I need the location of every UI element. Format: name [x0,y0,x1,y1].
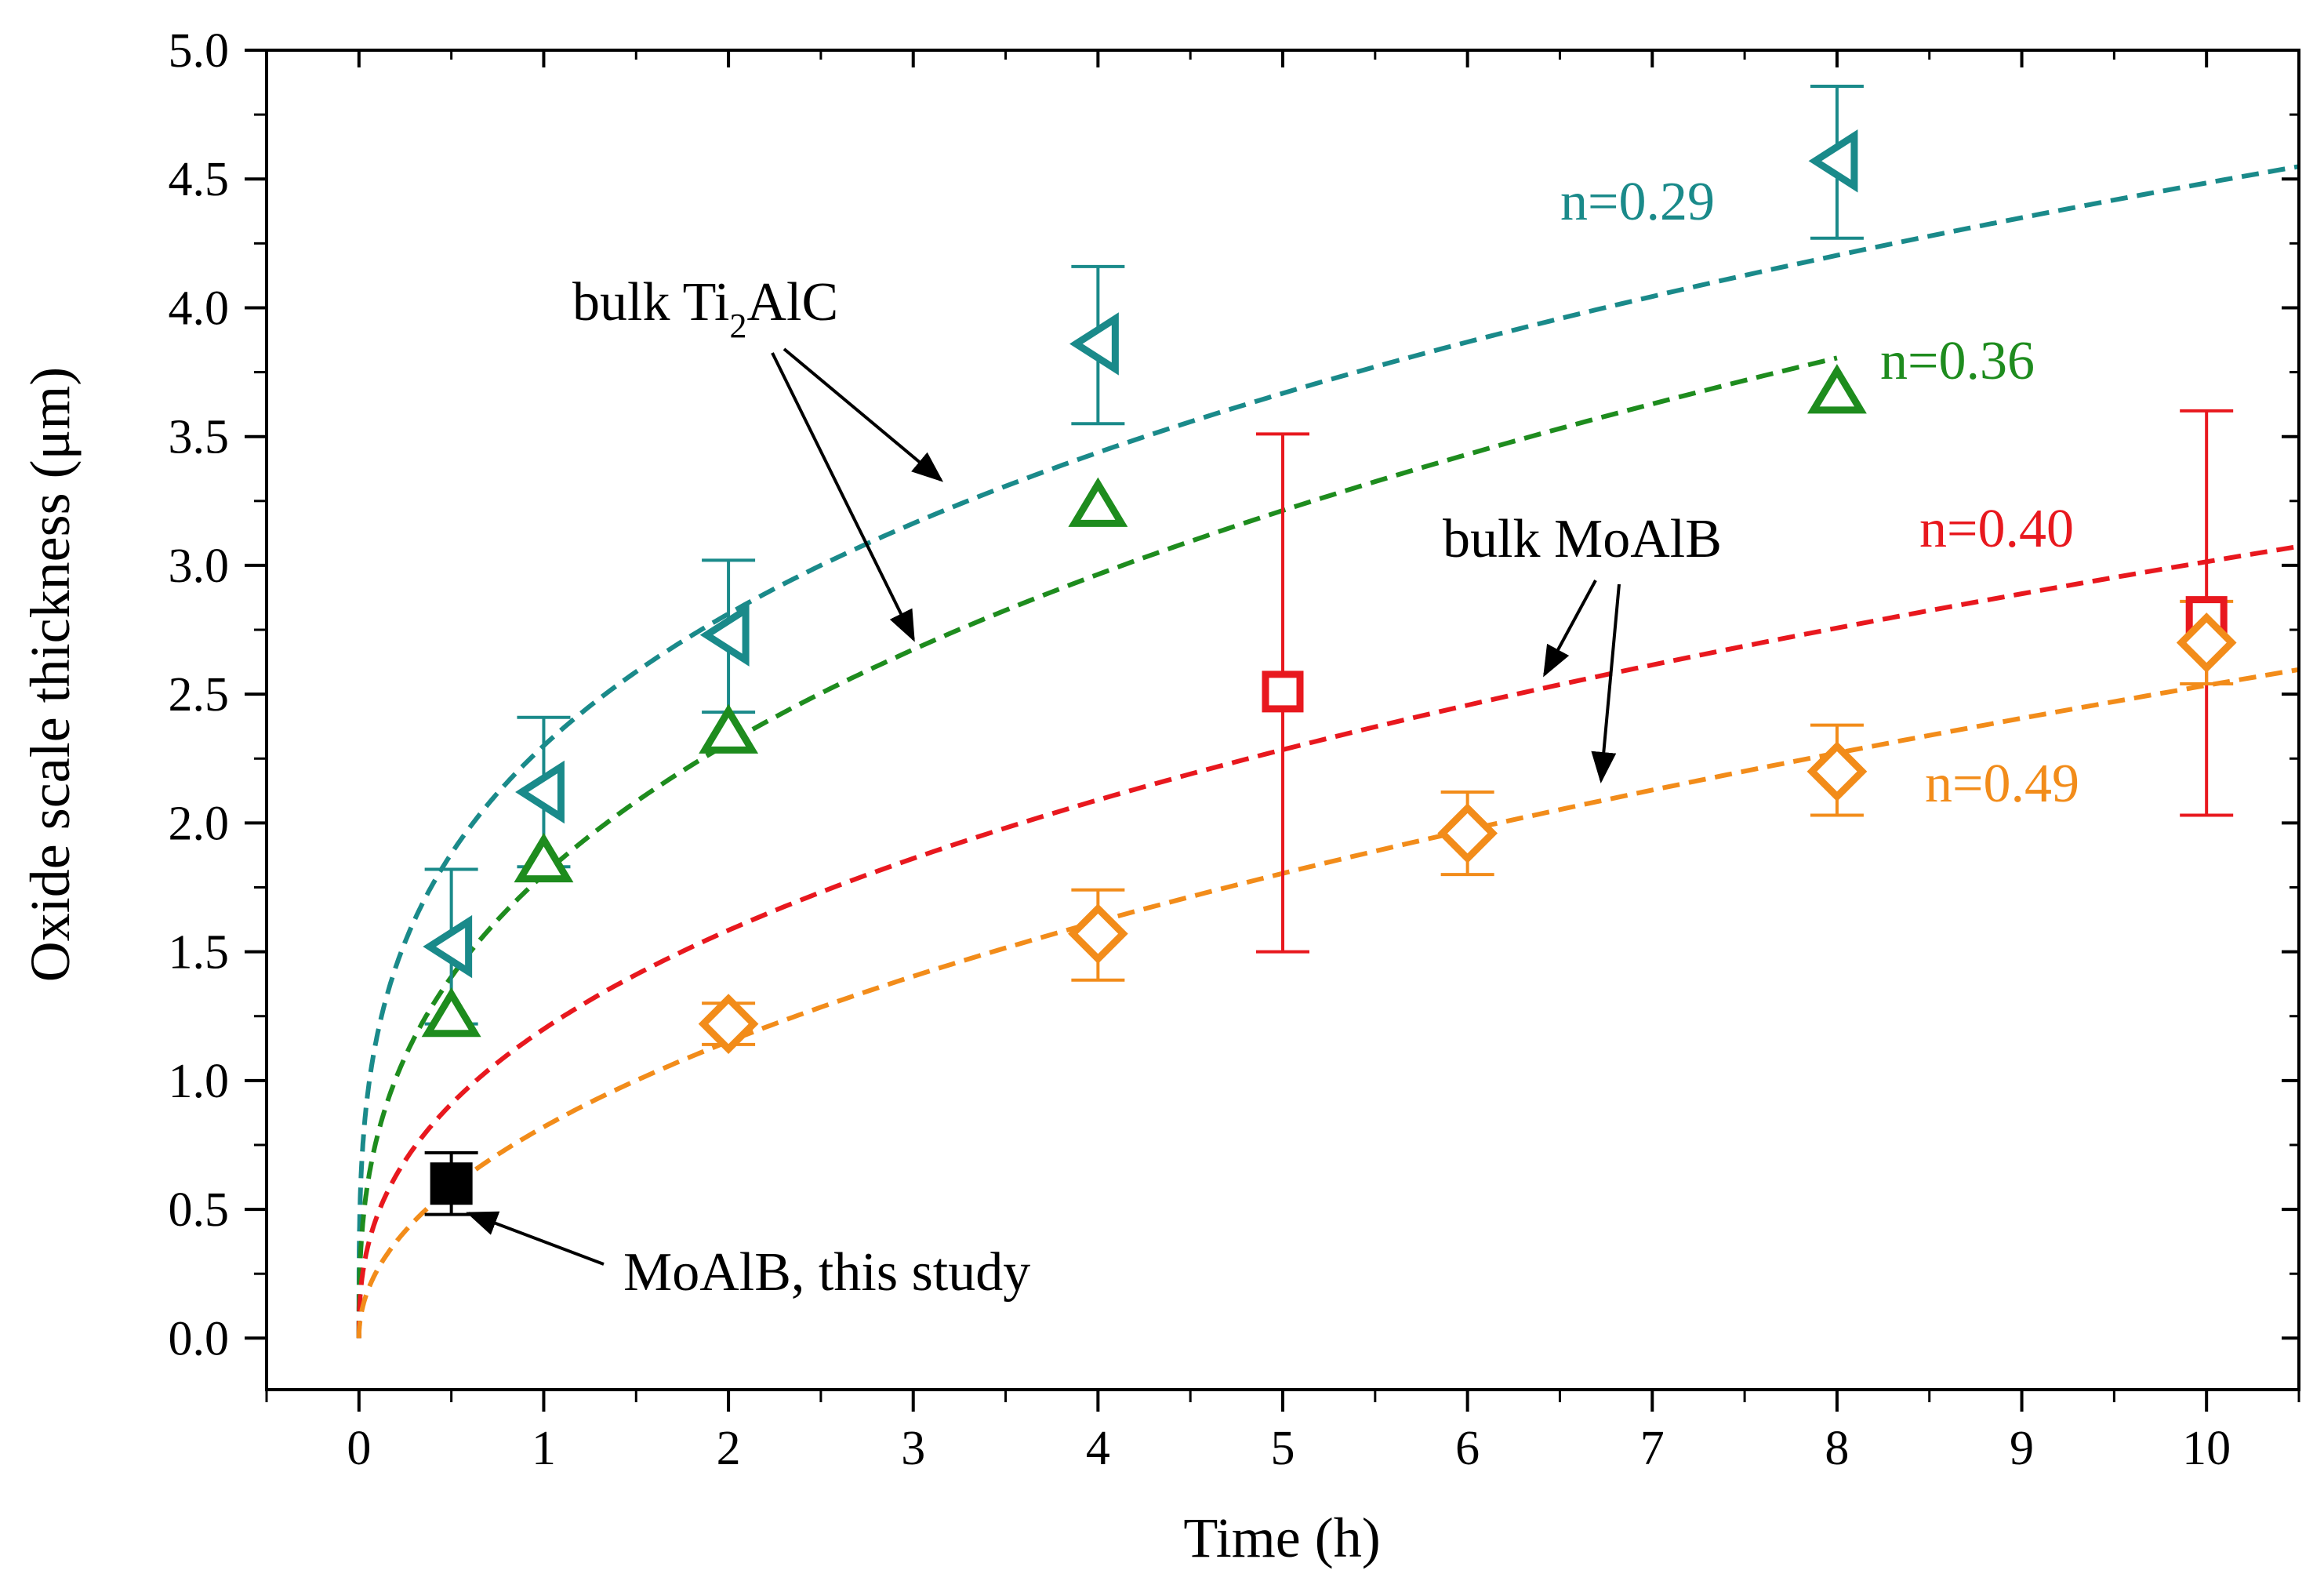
annotation-bulk-moalb: bulk MoAlB [1443,509,1722,569]
label-n-036: n=0.36 [1880,331,2035,391]
x-tick-label: 0 [347,1422,371,1475]
annotation-bulk-ti2alc-after: AlC [746,272,838,333]
point-square [1262,671,1304,713]
point-diamond [1067,903,1128,964]
point-triangle-left [1069,312,1119,376]
arrow-ti2alc-green [771,352,915,642]
arrow-moalb-red [1543,580,1597,678]
point-diamond [1807,741,1868,802]
y-tick-label: 4.5 [169,153,230,206]
point-triangle-up [514,832,574,883]
point-triangle-up [1068,477,1128,527]
y-tick-label: 0.5 [169,1183,230,1237]
x-tick-label: 10 [2182,1422,2231,1475]
x-tick-label: 4 [1086,1422,1110,1475]
annotation-arrows [466,347,1621,1266]
x-tick-label: 6 [1455,1422,1480,1475]
x-tick-label: 9 [2010,1422,2034,1475]
x-tick-label: 8 [1825,1422,1849,1475]
point-triangle-up [1807,364,1867,414]
point-triangle-left [423,914,473,979]
y-tick-label: 3.5 [169,411,230,464]
point-triangle-left [699,603,750,667]
x-tick-label: 2 [717,1422,741,1475]
annotation-moalb-this-study: MoAlB, this study [623,1242,1030,1303]
annotation-bulk-ti2alc-main: bulk Ti [572,272,729,333]
label-n-029: n=0.29 [1560,172,1715,232]
annotation-bulk-ti2alc: bulk Ti2AlC [572,272,838,345]
fit-curve [356,164,2300,1339]
y-tick-label: 4.0 [169,282,230,335]
y-tick-label: 0.0 [169,1312,230,1365]
y-tick-label: 1.5 [169,926,230,980]
point-diamond [698,994,759,1054]
axes: 0 1 2 3 4 5 6 7 8 9 10 0.0 0.5 1.0 1.5 2.0 2.5 3.0 3.5 4.0 4… [169,24,2300,1475]
y-tick-label: 2.0 [169,797,230,850]
point-triangle-up [421,987,481,1038]
x-tick-label: 1 [532,1422,556,1475]
x-tick-label: 5 [1271,1422,1295,1475]
point-diamond [2176,612,2237,673]
y-tick-label: 2.5 [169,668,230,721]
x-tick-label: 7 [1640,1422,1665,1475]
fit-curve [356,543,2300,1339]
point-filled-square [430,1162,473,1205]
point-diamond [1437,803,1498,863]
data-markers [421,129,2237,1205]
point-triangle-up [699,703,759,754]
label-n-040: n=0.40 [1919,499,2074,559]
x-axis-title: Time (h) [1183,1507,1380,1569]
arrow-this-study [466,1211,605,1266]
y-axis-title: Oxide scale thickness (μm) [19,367,82,982]
annotation-bulk-ti2alc-sub: 2 [729,307,746,345]
arrow-ti2alc-teal [783,347,944,482]
point-triangle-left [515,760,565,824]
x-tick-label: 3 [901,1422,925,1475]
y-tick-label: 1.0 [169,1055,230,1108]
y-tick-label: 5.0 [169,24,230,78]
y-tick-label: 3.0 [169,540,230,593]
point-triangle-left [1808,129,1858,193]
error-bars [424,84,2234,1216]
arrow-moalb-orange [1591,583,1621,783]
label-n-049: n=0.49 [1925,754,2079,814]
